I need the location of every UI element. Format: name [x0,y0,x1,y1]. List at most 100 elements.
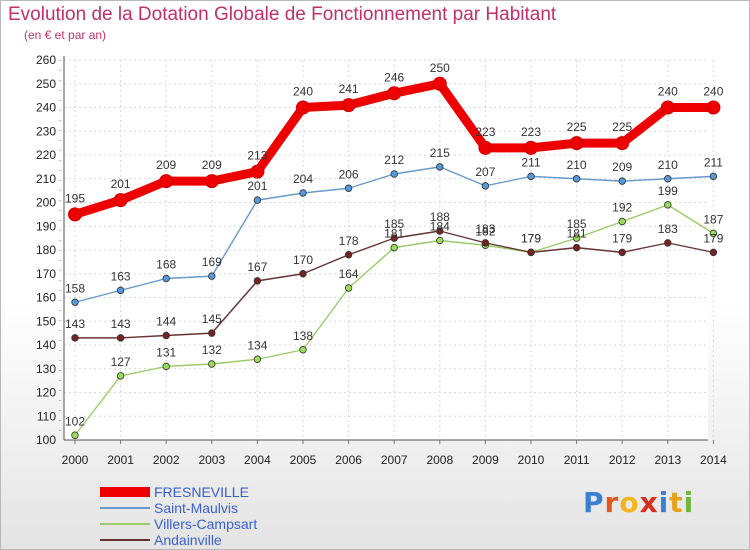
data-label: 182 [475,224,495,238]
x-tick-label: 2014 [700,453,727,467]
y-tick-label: 170 [36,267,56,281]
legend-item: Andainville [100,532,257,548]
data-point [299,189,307,197]
data-point [664,201,672,209]
data-point [344,251,353,259]
x-tick-label: 2007 [381,453,408,467]
data-point [253,277,262,285]
data-point [569,136,584,151]
x-tick-label: 2011 [564,453,590,467]
data-label: 246 [384,70,404,84]
data-label: 183 [658,222,678,236]
data-label: 201 [111,177,131,191]
data-point [387,86,402,101]
x-tick-label: 2008 [426,453,453,467]
data-label: 195 [65,191,85,205]
data-point [208,272,216,280]
data-point [615,136,630,151]
x-tick-label: 2002 [153,453,180,467]
data-point [618,248,626,257]
legend-swatch [100,523,150,525]
data-label: 179 [521,231,541,245]
y-tick-label: 260 [36,53,56,67]
data-label: 204 [293,172,313,186]
data-point [572,175,581,183]
data-point [299,346,307,354]
data-point [390,234,398,242]
data-point [344,184,353,192]
logo-letter: x [639,486,659,519]
x-tick-label: 2010 [518,453,545,467]
data-label: 187 [703,212,723,226]
data-label: 131 [156,345,176,359]
y-tick-label: 100 [36,433,56,447]
x-tick-label: 2000 [62,453,89,467]
chart-title: Evolution de la Dotation Globale de Fonc… [8,4,557,25]
data-label: 213 [247,149,267,163]
data-point [660,100,675,115]
x-tick-label: 2001 [107,453,134,467]
legend-label: Villers-Campsart [154,516,258,532]
data-label: 199 [658,184,678,198]
data-point [113,193,128,208]
data-label: 209 [612,160,632,174]
data-label: 127 [111,355,131,369]
data-point [116,334,125,342]
legend-swatch [100,487,150,497]
data-point [618,177,626,185]
y-tick-label: 250 [36,77,56,91]
data-point [572,243,581,252]
data-point [299,270,307,278]
y-tick-label: 140 [36,338,56,352]
y-tick-label: 230 [36,124,56,138]
data-point [436,163,444,171]
data-point [71,334,79,342]
data-label: 201 [247,179,267,193]
data-point [709,172,718,181]
data-point [159,174,174,189]
legend-swatch [100,539,150,541]
legend: FRESNEVILLE Saint-Maulvis Villers-Campsart… [100,484,257,548]
data-label: 225 [612,120,632,134]
data-point [527,172,535,181]
legend-item: FRESNEVILLE [100,484,257,500]
data-label: 211 [704,155,723,169]
data-point [436,227,444,235]
y-tick-label: 120 [36,386,56,400]
data-label: 210 [567,158,587,172]
data-label: 215 [430,146,450,160]
data-point [204,174,219,189]
x-tick-label: 2009 [472,453,499,467]
data-point [432,76,447,91]
data-label: 132 [202,343,222,357]
legend-label: FRESNEVILLE [154,484,249,500]
data-label: 145 [202,312,222,326]
data-point [706,100,721,115]
data-point [344,284,353,292]
legend-label: Andainville [154,532,222,548]
y-tick-label: 160 [36,291,56,305]
data-label: 181 [567,227,587,241]
logo-letter: i [658,486,670,519]
data-label: 143 [111,317,131,331]
data-point [296,100,310,115]
x-tick-label: 2005 [290,453,317,467]
data-label: 225 [567,120,587,134]
data-point [572,234,581,242]
data-point [68,207,82,222]
data-point [527,248,535,257]
y-tick-label: 150 [36,314,56,328]
y-tick-label: 240 [36,101,56,115]
data-point [116,286,125,295]
data-point [664,175,672,183]
data-point [664,239,672,247]
legend-item: Villers-Campsart [100,516,257,532]
data-point [709,229,718,238]
data-label: 163 [111,269,131,283]
data-point [390,243,398,252]
data-point [208,329,216,337]
x-tick-label: 2012 [609,453,636,467]
data-point [162,362,170,371]
data-label: 209 [156,158,176,172]
